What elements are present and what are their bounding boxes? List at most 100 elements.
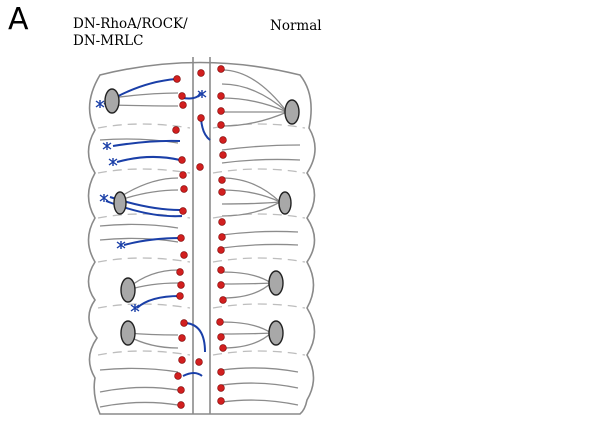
segment-boundary-right xyxy=(212,168,306,174)
neuron-projection xyxy=(221,367,299,373)
neuron-projection xyxy=(221,271,272,284)
muscle-target-oval xyxy=(104,88,120,114)
muscle-targets xyxy=(104,88,300,346)
neuron-projection xyxy=(221,177,281,203)
neuron-cell-body xyxy=(219,136,227,144)
muscle-target-oval xyxy=(278,191,292,215)
neuron-cell-body xyxy=(217,368,225,376)
neuron-cell-body xyxy=(180,319,188,327)
neuron-projection xyxy=(221,230,299,236)
neuron-cell-body xyxy=(217,246,225,254)
neuron-cell-body xyxy=(217,65,225,73)
muscle-target-oval xyxy=(284,99,300,125)
growth-cone xyxy=(99,194,109,202)
muscle-target-oval xyxy=(268,320,284,346)
neuron-cell-body xyxy=(219,151,227,159)
segment-boundary-left xyxy=(97,257,191,263)
growth-cone xyxy=(197,90,207,98)
neuron-projection xyxy=(221,111,288,127)
neuron-cell-body xyxy=(173,75,181,83)
segment-boundary-right xyxy=(212,123,306,129)
growth-cone xyxy=(116,241,126,249)
neuron-cell-body xyxy=(178,334,186,342)
neuron-cell-body xyxy=(178,356,186,364)
mutant-axon xyxy=(112,139,181,147)
neuron-cell-body xyxy=(196,163,204,171)
neuron-cell-body xyxy=(174,372,182,380)
neuron-cell-body xyxy=(216,318,224,326)
segment-boundary-right xyxy=(212,350,306,356)
neuron-projection xyxy=(99,138,179,144)
neuron-projection xyxy=(221,321,272,334)
neuron-cell-body xyxy=(217,384,225,392)
neuron-cell-body xyxy=(180,185,188,193)
embryo-outline xyxy=(87,61,316,415)
growth-cone xyxy=(130,304,140,312)
neuron-projection xyxy=(119,177,179,198)
neuron-cell-body xyxy=(178,156,186,164)
segment-boundary-left xyxy=(97,168,191,174)
segment-boundary-left xyxy=(97,350,191,356)
mutant-axon xyxy=(185,322,206,353)
growth-cone xyxy=(102,142,112,150)
neuron-cell-body xyxy=(177,281,185,289)
panel-letter: A xyxy=(8,2,29,37)
mutant-axon xyxy=(182,92,201,100)
neuron-cell-body xyxy=(218,233,226,241)
neuron-projection xyxy=(221,332,272,349)
neuron-cell-body xyxy=(176,268,184,276)
segment-boundary-right xyxy=(212,303,306,309)
neuron-projection xyxy=(221,243,299,249)
neuron-projections xyxy=(99,69,301,408)
mutant-axon xyxy=(116,155,181,163)
neuron-projection xyxy=(221,201,281,217)
neuron-cell-bodies xyxy=(172,65,227,409)
neuron-cell-body xyxy=(217,121,225,129)
neuron-cell-body xyxy=(178,92,186,100)
neuron-projection xyxy=(99,223,179,229)
segment-boundary-left xyxy=(97,303,191,309)
neuron-cell-body xyxy=(217,266,225,274)
neuron-cell-body xyxy=(177,234,185,242)
neuron-projection xyxy=(221,158,301,164)
neuron-cell-body xyxy=(217,397,225,405)
neuron-projection xyxy=(221,201,281,205)
mutant-axon xyxy=(123,237,182,246)
neuron-cell-body xyxy=(217,281,225,289)
mutant-axon xyxy=(136,295,181,309)
neuron-projection xyxy=(99,367,179,373)
growth-cone xyxy=(108,158,118,166)
neuron-projection xyxy=(99,237,179,243)
neuron-cell-body xyxy=(179,207,187,215)
growth-cone xyxy=(95,100,105,108)
neuron-projection xyxy=(221,282,272,299)
neuron-projection xyxy=(221,399,299,406)
neuron-cell-body xyxy=(180,251,188,259)
neuron-cell-body xyxy=(219,344,227,352)
neuron-projection xyxy=(221,83,288,113)
muscle-target-oval xyxy=(113,191,127,215)
neuron-cell-body xyxy=(218,176,226,184)
neuron-cell-body xyxy=(177,386,185,394)
neuron-cell-body xyxy=(197,69,205,77)
neuron-cell-body xyxy=(217,92,225,100)
mutant-axon xyxy=(182,372,203,377)
neuron-cell-body xyxy=(197,114,205,122)
neuron-projection xyxy=(221,144,301,151)
neuron-cell-body xyxy=(179,171,187,179)
neuron-cell-body xyxy=(218,188,226,196)
neuron-projection xyxy=(221,282,272,285)
neuron-projection xyxy=(99,386,179,393)
neuron-cell-body xyxy=(195,358,203,366)
neuron-cell-body xyxy=(219,296,227,304)
muscle-target-oval xyxy=(120,320,136,346)
neuron-projection xyxy=(127,335,179,349)
segment-boundary-right xyxy=(212,257,306,263)
neuron-cell-body xyxy=(176,292,184,300)
embryo-body-outline xyxy=(87,61,316,415)
neuron-cell-body xyxy=(177,401,185,409)
neuron-projection xyxy=(99,401,179,408)
muscle-target-oval xyxy=(268,270,284,296)
neuron-cell-body xyxy=(172,126,180,134)
